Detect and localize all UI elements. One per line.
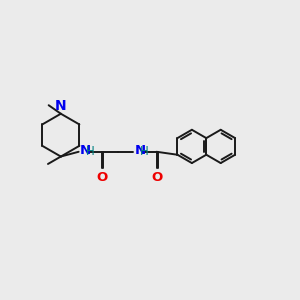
Text: N: N [55,99,67,112]
Text: N: N [80,144,91,157]
Text: H: H [85,145,94,158]
Text: O: O [151,171,162,184]
Text: N: N [134,144,146,157]
Text: O: O [97,171,108,184]
Text: H: H [140,145,148,158]
